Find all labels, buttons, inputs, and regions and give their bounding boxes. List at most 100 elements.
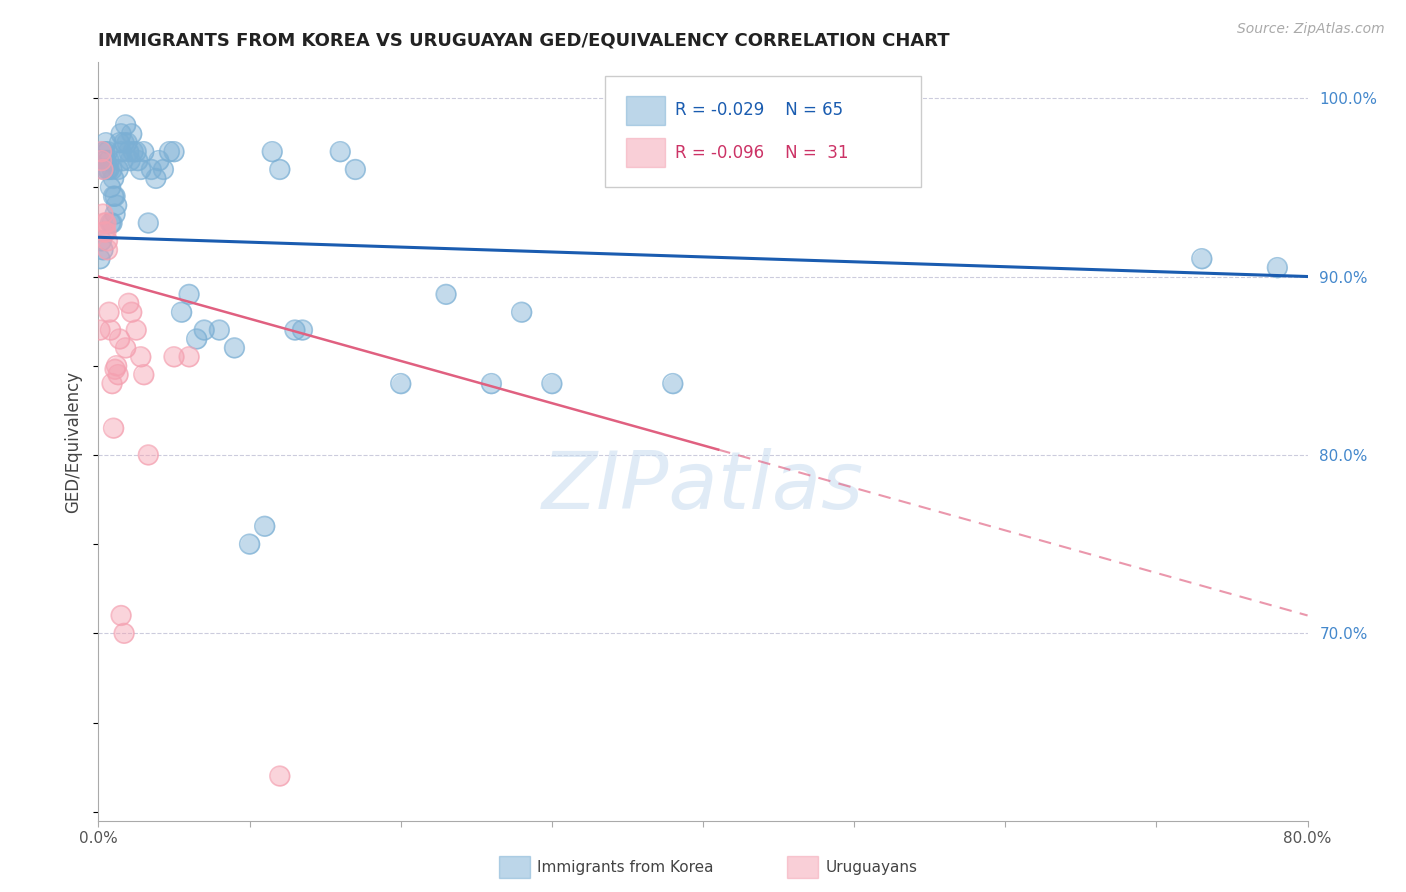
- Point: [239, 537, 262, 551]
- Point: [253, 519, 276, 533]
- Point: [224, 341, 246, 355]
- Point: [93, 162, 115, 177]
- Point: [100, 216, 122, 230]
- Point: [107, 368, 129, 382]
- Point: [136, 448, 159, 462]
- Point: [193, 323, 215, 337]
- Point: [105, 359, 128, 373]
- Point: [186, 332, 208, 346]
- Point: [90, 145, 112, 159]
- Point: [104, 207, 127, 221]
- Point: [90, 153, 112, 168]
- Point: [141, 162, 163, 177]
- Point: [104, 189, 127, 203]
- Point: [170, 305, 193, 319]
- Point: [96, 234, 118, 248]
- Text: Immigrants from Korea: Immigrants from Korea: [537, 860, 714, 874]
- Point: [94, 136, 117, 150]
- Text: R = -0.096    N =  31: R = -0.096 N = 31: [675, 144, 848, 161]
- Point: [148, 153, 170, 168]
- Point: [96, 145, 118, 159]
- Point: [96, 243, 118, 257]
- Point: [208, 323, 231, 337]
- Point: [1191, 252, 1213, 266]
- Point: [262, 145, 284, 159]
- Point: [179, 350, 201, 364]
- Point: [105, 359, 128, 373]
- Point: [481, 376, 503, 391]
- Point: [96, 243, 118, 257]
- Point: [110, 608, 132, 623]
- Point: [208, 323, 231, 337]
- Point: [110, 145, 132, 159]
- Point: [91, 162, 114, 177]
- Point: [163, 350, 186, 364]
- Point: [121, 127, 143, 141]
- Point: [110, 127, 132, 141]
- Point: [122, 145, 145, 159]
- Point: [661, 376, 683, 391]
- Point: [89, 323, 111, 337]
- Point: [103, 171, 125, 186]
- Point: [103, 171, 125, 186]
- Point: [129, 162, 152, 177]
- Point: [114, 341, 136, 355]
- Point: [136, 448, 159, 462]
- Point: [89, 252, 111, 266]
- Point: [291, 323, 314, 337]
- Point: [93, 225, 115, 239]
- Point: [105, 198, 128, 212]
- Point: [114, 118, 136, 132]
- Point: [120, 153, 142, 168]
- Point: [389, 376, 412, 391]
- Point: [129, 350, 152, 364]
- Point: [107, 162, 129, 177]
- Point: [118, 296, 141, 310]
- Point: [163, 145, 186, 159]
- Point: [100, 180, 122, 194]
- Point: [108, 136, 131, 150]
- Point: [125, 145, 148, 159]
- Point: [1191, 252, 1213, 266]
- Point: [112, 626, 135, 640]
- Point: [125, 323, 148, 337]
- Point: [93, 216, 115, 230]
- Point: [103, 189, 125, 203]
- Point: [152, 162, 174, 177]
- Point: [179, 350, 201, 364]
- Point: [510, 305, 533, 319]
- Point: [121, 127, 143, 141]
- Point: [98, 305, 121, 319]
- Text: Uruguayans: Uruguayans: [825, 860, 917, 874]
- Point: [93, 145, 115, 159]
- Point: [89, 323, 111, 337]
- Point: [111, 153, 134, 168]
- Text: R = -0.029    N = 65: R = -0.029 N = 65: [675, 101, 844, 119]
- Point: [107, 368, 129, 382]
- Point: [269, 769, 291, 783]
- Point: [100, 180, 122, 194]
- Point: [148, 153, 170, 168]
- Point: [344, 162, 367, 177]
- Point: [98, 305, 121, 319]
- Point: [93, 225, 115, 239]
- Point: [90, 145, 112, 159]
- Point: [93, 162, 115, 177]
- Point: [90, 234, 112, 248]
- Point: [114, 118, 136, 132]
- Point: [481, 376, 503, 391]
- Point: [159, 145, 181, 159]
- Point: [103, 421, 125, 435]
- Point: [170, 305, 193, 319]
- Point: [540, 376, 562, 391]
- Point: [329, 145, 352, 159]
- Point: [101, 216, 124, 230]
- Point: [96, 162, 118, 177]
- Point: [101, 216, 124, 230]
- Point: [93, 216, 115, 230]
- Point: [159, 145, 181, 159]
- Point: [540, 376, 562, 391]
- Point: [91, 243, 114, 257]
- Point: [91, 207, 114, 221]
- Point: [132, 368, 155, 382]
